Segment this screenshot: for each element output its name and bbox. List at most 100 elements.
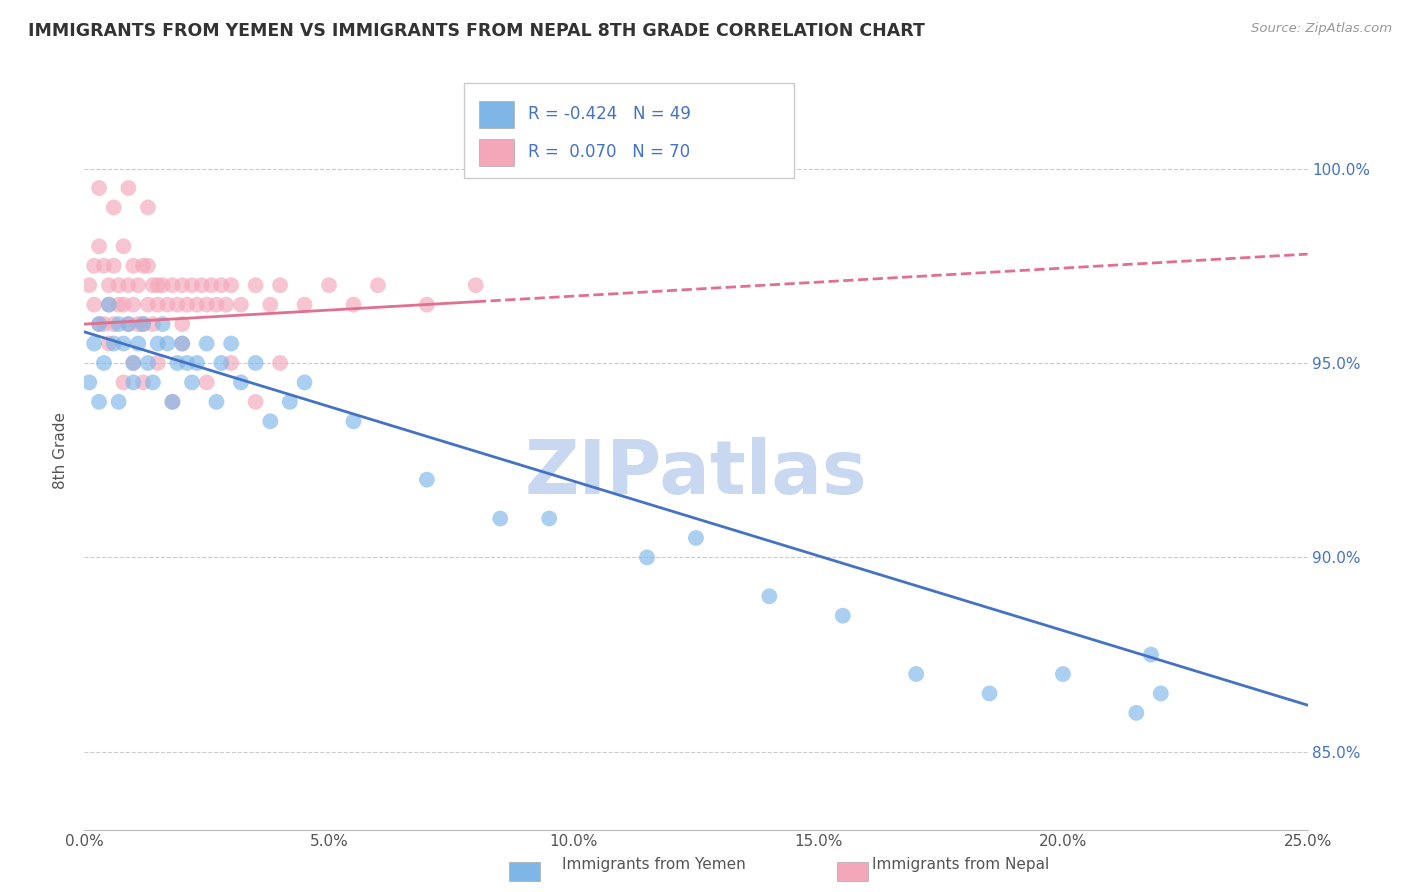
Point xyxy=(117,278,139,293)
Point xyxy=(831,608,853,623)
Point xyxy=(464,278,486,293)
Point xyxy=(245,395,267,409)
Point xyxy=(136,298,159,312)
FancyBboxPatch shape xyxy=(464,83,794,178)
Point xyxy=(269,278,291,293)
Point xyxy=(93,356,115,370)
Point xyxy=(146,298,169,312)
Point xyxy=(278,395,301,409)
Point xyxy=(416,298,439,312)
Point xyxy=(176,356,198,370)
Point xyxy=(181,278,204,293)
Point xyxy=(905,667,928,681)
Point xyxy=(195,376,218,390)
Point xyxy=(117,181,139,195)
Point xyxy=(186,298,208,312)
Point xyxy=(132,317,155,331)
Point xyxy=(200,278,222,293)
Point xyxy=(136,201,159,215)
Point xyxy=(172,317,194,331)
Point xyxy=(172,278,194,293)
Point xyxy=(416,473,439,487)
Point xyxy=(636,550,658,565)
Point xyxy=(152,278,174,293)
Point xyxy=(146,336,169,351)
Point xyxy=(132,317,155,331)
Point xyxy=(136,259,159,273)
Point xyxy=(112,239,135,253)
Point xyxy=(294,376,316,390)
Text: ZIPatlas: ZIPatlas xyxy=(524,437,868,509)
Point xyxy=(127,317,149,331)
Point xyxy=(132,376,155,390)
Point xyxy=(127,278,149,293)
Point xyxy=(142,278,165,293)
Point xyxy=(181,376,204,390)
Text: Source: ZipAtlas.com: Source: ZipAtlas.com xyxy=(1251,22,1392,36)
Point xyxy=(127,336,149,351)
Point xyxy=(205,395,228,409)
Point xyxy=(93,259,115,273)
Point xyxy=(142,317,165,331)
Point xyxy=(245,278,267,293)
Point xyxy=(172,336,194,351)
Point xyxy=(146,278,169,293)
Point xyxy=(259,414,281,428)
Point xyxy=(97,336,120,351)
Point xyxy=(162,278,184,293)
Point xyxy=(229,376,252,390)
Text: IMMIGRANTS FROM YEMEN VS IMMIGRANTS FROM NEPAL 8TH GRADE CORRELATION CHART: IMMIGRANTS FROM YEMEN VS IMMIGRANTS FROM… xyxy=(28,22,925,40)
Point xyxy=(259,298,281,312)
Point xyxy=(83,336,105,351)
Point xyxy=(122,356,145,370)
Point xyxy=(142,376,165,390)
Point xyxy=(1150,686,1173,700)
Point xyxy=(172,336,194,351)
Point xyxy=(219,278,242,293)
Point xyxy=(186,356,208,370)
Point xyxy=(107,278,129,293)
Point xyxy=(219,356,242,370)
Point xyxy=(87,181,110,195)
Point xyxy=(112,336,135,351)
Point xyxy=(122,356,145,370)
Text: Immigrants from Nepal: Immigrants from Nepal xyxy=(872,857,1049,872)
Point xyxy=(229,298,252,312)
FancyBboxPatch shape xyxy=(479,101,513,128)
Point xyxy=(156,336,179,351)
Point xyxy=(132,259,155,273)
Point xyxy=(103,336,125,351)
Text: R =  0.070   N = 70: R = 0.070 N = 70 xyxy=(529,144,690,161)
Point xyxy=(219,336,242,351)
Point xyxy=(166,356,188,370)
Point xyxy=(176,298,198,312)
Point xyxy=(979,686,1001,700)
Point xyxy=(112,376,135,390)
Text: Immigrants from Yemen: Immigrants from Yemen xyxy=(562,857,747,872)
Point xyxy=(342,298,364,312)
Point xyxy=(758,589,780,603)
Point xyxy=(209,356,232,370)
Point xyxy=(205,298,228,312)
Y-axis label: 8th Grade: 8th Grade xyxy=(53,412,69,489)
Point xyxy=(122,298,145,312)
Point xyxy=(269,356,291,370)
Point xyxy=(103,201,125,215)
Point xyxy=(103,317,125,331)
Point xyxy=(97,278,120,293)
Point xyxy=(77,278,100,293)
Point xyxy=(191,278,214,293)
Point xyxy=(122,259,145,273)
Point xyxy=(215,298,238,312)
Point xyxy=(489,511,512,525)
Point xyxy=(156,298,179,312)
Point xyxy=(107,317,129,331)
Point xyxy=(87,239,110,253)
Point xyxy=(209,278,232,293)
Point xyxy=(103,259,125,273)
Point xyxy=(294,298,316,312)
Point xyxy=(97,298,120,312)
Point xyxy=(342,414,364,428)
Point xyxy=(107,298,129,312)
Point xyxy=(162,395,184,409)
